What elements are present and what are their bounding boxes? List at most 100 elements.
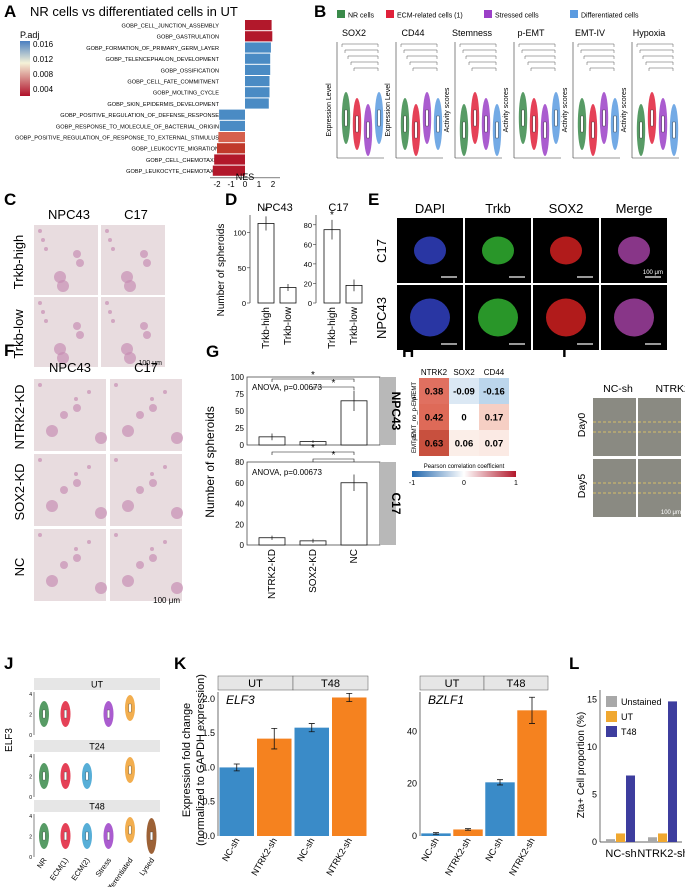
spheroid (114, 383, 118, 387)
nes-bar (245, 98, 269, 109)
bar (219, 767, 254, 836)
x-tick-label: NC-sh (220, 836, 241, 863)
panel-k-ylabel-2: (normalized to GAPDH expression) (195, 674, 207, 846)
spheroid (60, 411, 68, 419)
significance-bracket (403, 49, 438, 53)
chart-title: C17 (328, 202, 348, 214)
y-tick-label: 0.5 (202, 797, 215, 807)
panel-letter-l: L (569, 654, 579, 673)
error-bar (271, 727, 278, 750)
bar (257, 223, 275, 304)
wound-image (593, 459, 636, 517)
column-label: Trkb (485, 201, 511, 216)
error-bar (308, 723, 315, 733)
bar (517, 710, 547, 836)
legend-label: Differentiated cells (581, 13, 639, 20)
x-tick-label: Trkb-low (349, 306, 360, 345)
bar (606, 839, 615, 842)
facet-label: T24 (89, 742, 105, 752)
x-tick-label: NTRK2-sh (324, 836, 354, 877)
significance-bracket (639, 49, 674, 53)
legend-swatch (606, 711, 617, 722)
significance-mark: * (332, 450, 336, 461)
row-label: NTRK2-KD (12, 384, 27, 449)
spheroid (38, 229, 42, 233)
row-label: SOX2-KD (12, 463, 27, 520)
nes-tick-label: 2 (271, 180, 276, 189)
legend-swatch (484, 10, 492, 18)
panel-letter-k: K (174, 654, 187, 673)
anova-annotation: ANOVA, p=0.00673 (252, 383, 322, 392)
spheroid (74, 397, 78, 401)
spheroid (124, 352, 136, 364)
spheroid (73, 479, 81, 487)
significance-bracket (465, 55, 497, 59)
heatmap-cell (419, 404, 449, 430)
y-tick-label: 80 (235, 458, 244, 467)
scale-bar-label: 100 μm (139, 360, 163, 367)
significance-bracket (271, 451, 355, 455)
error-bar (233, 763, 240, 772)
violin-box (436, 115, 440, 133)
spheroid (149, 404, 157, 412)
nes-bar (218, 132, 245, 143)
stained-spheroid (410, 298, 450, 337)
go-term-label: GOBP_SKIN_EPIDERMIS_DEVELOPMENT (107, 102, 219, 108)
facet-label: UT (445, 678, 460, 690)
y-tick-label: 0 (242, 299, 246, 308)
panel-i: I NC-sh NTRK2-KD-sh Day0 Day5 100 μm (562, 342, 685, 517)
spheroid (143, 331, 151, 339)
legend-label: Stressed cells (495, 13, 539, 20)
bar (616, 833, 625, 842)
legend-label: Unstained (621, 697, 662, 707)
panel-k: K Expression fold change (normalized to … (174, 654, 549, 877)
significance-bracket (648, 67, 674, 71)
x-tick-label: NC-sh (295, 836, 316, 863)
nes-bar (245, 42, 271, 53)
subplot-title: Hypoxia (633, 28, 666, 38)
bar (648, 837, 657, 842)
spheroid (111, 319, 115, 323)
violin-box (150, 831, 153, 841)
wound-image (638, 459, 681, 517)
bar (485, 782, 515, 836)
column-label: NPC43 (48, 207, 90, 222)
nes-tick-label: 0 (243, 180, 248, 189)
facet-strip (380, 462, 396, 545)
legend-label: T48 (621, 727, 637, 737)
x-tick-label: ECM(2) (69, 856, 91, 883)
padj-legend-tick: 0.012 (33, 55, 54, 64)
spheroid (38, 301, 42, 305)
subplot-ylabel: Expression Level (385, 83, 392, 137)
nes-bar (245, 31, 273, 42)
y-tick-label: 2.0 (202, 694, 215, 704)
heatmap-value: 0.17 (485, 413, 504, 424)
violin-box (377, 109, 381, 127)
y-tick-label: 0 (240, 541, 245, 550)
colorbar-tick: 0 (462, 480, 466, 487)
nes-bar (245, 64, 271, 75)
spheroid (73, 322, 81, 330)
spheroid (60, 486, 68, 494)
chart-title: NPC43 (257, 202, 292, 214)
significance-bracket (636, 43, 674, 47)
violin-box (613, 115, 617, 133)
x-tick-label: NTRK2-sh (249, 836, 279, 877)
padj-legend-tick: 0.004 (33, 85, 54, 94)
go-term-label: GOBP_CELL_CHEMOTAXIS (146, 158, 219, 164)
y-tick-label: 80 (304, 221, 312, 230)
heatmap-col-label: NTRK2 (421, 368, 448, 377)
x-tick-label: NC-sh (419, 836, 440, 863)
x-tick-label: Trkb-high (327, 307, 338, 349)
stained-spheroid (478, 298, 518, 337)
spheroid (136, 486, 144, 494)
error-bar (346, 692, 353, 702)
violin-box (85, 831, 89, 841)
bar (453, 829, 483, 836)
panel-letter-e: E (368, 190, 379, 209)
panel-letter-g: G (206, 342, 219, 361)
spheroid (74, 547, 78, 551)
scale-bar-label: 100 μm (153, 596, 180, 605)
facet-strip (34, 800, 160, 812)
